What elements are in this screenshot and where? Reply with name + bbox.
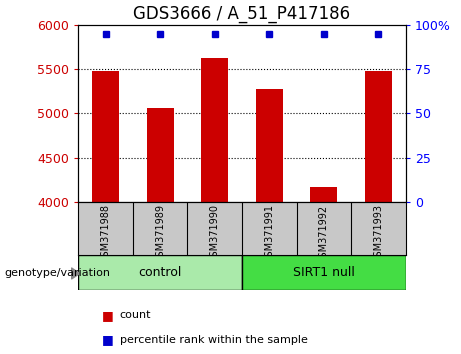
- Bar: [365, 71, 392, 202]
- Text: genotype/variation: genotype/variation: [5, 268, 111, 278]
- Bar: [147, 108, 174, 202]
- Bar: [201, 58, 228, 202]
- Text: ■: ■: [101, 309, 113, 321]
- Text: GSM371988: GSM371988: [100, 204, 111, 263]
- Title: GDS3666 / A_51_P417186: GDS3666 / A_51_P417186: [134, 6, 350, 23]
- Text: SIRT1 null: SIRT1 null: [293, 266, 355, 279]
- Bar: [242, 255, 406, 290]
- Text: control: control: [138, 266, 182, 279]
- Bar: [78, 255, 242, 290]
- Text: GSM371993: GSM371993: [373, 204, 384, 263]
- Text: GSM371992: GSM371992: [319, 204, 329, 264]
- Text: GSM371989: GSM371989: [155, 204, 165, 263]
- Bar: [256, 88, 283, 202]
- Bar: [310, 187, 337, 202]
- Text: count: count: [120, 310, 151, 320]
- Polygon shape: [71, 268, 80, 279]
- Text: ■: ■: [101, 333, 113, 346]
- Text: GSM371990: GSM371990: [210, 204, 220, 263]
- Text: percentile rank within the sample: percentile rank within the sample: [120, 335, 308, 345]
- Bar: [92, 71, 119, 202]
- Text: GSM371991: GSM371991: [264, 204, 274, 263]
